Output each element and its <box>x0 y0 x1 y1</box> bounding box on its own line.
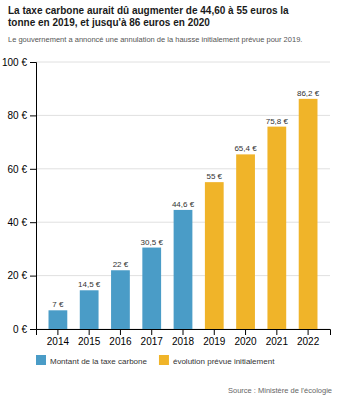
bar <box>236 154 255 329</box>
x-tick: 2019 <box>203 329 226 347</box>
x-tick-label: 2014 <box>47 336 70 347</box>
x-tick: 2022 <box>297 329 320 347</box>
y-tick: 0 € <box>13 324 36 335</box>
data-labels: 7 € 14,5 € 22 € 30,5 € 44,6 € 55 € 65,4 € 75,8 … <box>52 89 319 309</box>
x-tick-label: 2018 <box>172 336 195 347</box>
x-tick: 2018 <box>172 329 195 347</box>
x-tick-label: 2015 <box>78 336 101 347</box>
title: tonne en 2019, et jusqu'à 86 euros en 20… <box>8 17 210 28</box>
grid <box>36 62 330 329</box>
y-tick-label: 40 € <box>8 217 28 228</box>
bar <box>299 99 318 329</box>
x-axis-line <box>37 330 331 336</box>
data-label: 86,2 € <box>297 89 320 98</box>
x-tick-mark <box>245 329 246 335</box>
data-label: 7 € <box>52 300 64 309</box>
bar <box>142 248 161 329</box>
source: Source : Ministère de l'écologie <box>228 386 332 395</box>
y-tick-mark <box>30 169 36 170</box>
x-tick-mark <box>120 329 121 335</box>
x-tick-label: 2016 <box>109 336 132 347</box>
legend: Montant de la taxe carbone évolution prév… <box>36 355 275 366</box>
x-tick-mark <box>308 329 309 335</box>
x-tick-mark <box>276 329 277 335</box>
x-tick: 2015 <box>78 329 101 347</box>
legend-item: évolution prévue initialement <box>159 355 275 366</box>
y-tick-label: 100 € <box>2 57 27 68</box>
x-tick: 2020 <box>234 329 257 347</box>
chart: La taxe carbone aurait dû augmenter de 4… <box>0 0 340 401</box>
legend-label: Montant de la taxe carbone <box>50 357 148 366</box>
x-tick: 2017 <box>141 329 164 347</box>
x-tick-label: 2022 <box>297 336 320 347</box>
y-tick: 20 € <box>8 270 36 281</box>
y-tick-mark <box>30 329 36 330</box>
y-tick-label: 0 € <box>13 324 27 335</box>
data-label: 22 € <box>113 260 129 269</box>
grid-line <box>36 62 330 63</box>
x-tick: 2016 <box>109 329 132 347</box>
x-tick-mark <box>214 329 215 335</box>
y-tick-mark <box>30 222 36 223</box>
x-tick-label: 2019 <box>203 336 226 347</box>
y-tick: 60 € <box>8 164 36 175</box>
x-tick-mark <box>89 329 90 335</box>
y-tick: 100 € <box>2 57 36 68</box>
x-tick: 2021 <box>266 329 289 347</box>
data-label: 65,4 € <box>234 144 257 153</box>
bar <box>205 182 224 329</box>
x-tick: 2014 <box>47 329 70 347</box>
data-label: 14,5 € <box>78 280 101 289</box>
bar <box>49 310 68 329</box>
x-axis: 2014 2015 2016 2017 2018 2019 2020 2021 2022 <box>37 329 331 347</box>
subtitle: Le gouvernement a annoncé une annulation… <box>8 35 302 44</box>
data-label: 55 € <box>206 172 222 181</box>
legend-swatch <box>159 355 169 365</box>
y-tick: 40 € <box>8 217 36 228</box>
title: La taxe carbone aurait dû augmenter de 4… <box>8 5 289 16</box>
y-axis: 0 € 20 € 40 € 60 € 80 € 100 € <box>2 57 37 335</box>
y-tick-label: 20 € <box>8 270 28 281</box>
bar <box>267 127 286 329</box>
x-tick-mark <box>183 329 184 335</box>
x-tick-label: 2020 <box>234 336 257 347</box>
x-tick-mark <box>57 329 58 335</box>
plot: 7 € 14,5 € 22 € 30,5 € 44,6 € 55 € 65,4 € 75,8 … <box>2 57 331 347</box>
y-tick-label: 60 € <box>8 164 28 175</box>
x-tick-label: 2021 <box>266 336 289 347</box>
y-tick: 80 € <box>8 110 36 121</box>
legend-swatch <box>36 355 46 365</box>
y-tick-label: 80 € <box>8 110 28 121</box>
legend-item: Montant de la taxe carbone <box>36 355 148 366</box>
data-label: 75,8 € <box>266 117 289 126</box>
bar <box>111 270 130 329</box>
bar <box>174 210 193 329</box>
y-axis-line <box>30 63 37 330</box>
bar <box>80 290 99 329</box>
y-tick-mark <box>30 115 36 116</box>
x-tick-label: 2017 <box>141 336 164 347</box>
bars <box>49 99 318 329</box>
legend-label: évolution prévue initialement <box>173 357 275 366</box>
data-label: 44,6 € <box>172 200 195 209</box>
y-tick-mark <box>30 276 36 277</box>
data-label: 30,5 € <box>141 238 164 247</box>
y-tick-mark <box>30 62 36 63</box>
x-tick-mark <box>151 329 152 335</box>
